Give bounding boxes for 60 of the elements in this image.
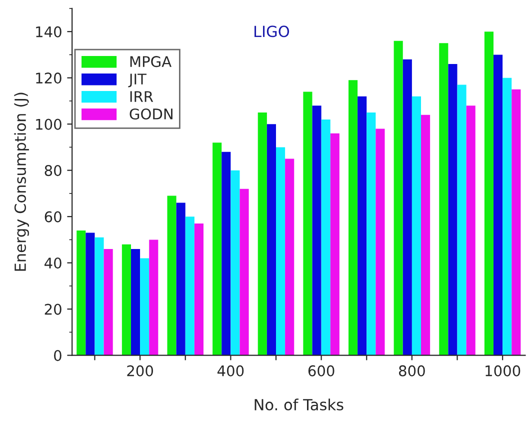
bar: [412, 96, 422, 356]
legend-label: IRR: [130, 91, 154, 102]
y-tick-label: 0: [54, 350, 62, 362]
bar: [130, 248, 140, 356]
bar: [185, 216, 194, 356]
bar: [466, 106, 476, 356]
bar: [402, 59, 412, 356]
x-tick-label: 1000: [486, 365, 520, 376]
bar: [321, 119, 330, 356]
bar: [494, 54, 503, 356]
bar: [448, 64, 458, 356]
bar: [94, 237, 104, 356]
bar: [512, 89, 521, 356]
bar: [266, 124, 276, 356]
bar: [258, 112, 267, 356]
bar: [358, 96, 367, 356]
x-tick-label: 800: [399, 365, 425, 376]
bar: [167, 196, 176, 356]
bar: [194, 224, 204, 356]
bar: [484, 32, 494, 356]
y-tick-label: 20: [44, 304, 62, 315]
bar: [376, 128, 385, 356]
bar: [176, 202, 186, 356]
bar: [149, 240, 158, 356]
x-tick-label: 200: [127, 365, 153, 376]
bar: [76, 230, 86, 356]
bar: [86, 232, 95, 356]
bar: [303, 92, 312, 356]
bar: [222, 152, 231, 356]
bar: [312, 106, 322, 356]
bar: [122, 244, 131, 356]
bar: [230, 170, 240, 356]
x-tick-label: 400: [217, 365, 244, 376]
text: LIGO: [254, 26, 290, 38]
bar: [330, 133, 340, 356]
bar: [394, 40, 403, 356]
y-tick-label: 80: [44, 165, 62, 176]
y-axis-title: Energy Consumption (J): [14, 92, 29, 271]
x-axis-title: No. of Tasks: [254, 398, 344, 410]
bar: [240, 188, 249, 356]
bar: [212, 142, 222, 356]
y-tick-label: 100: [36, 118, 62, 130]
legend-label: JIT: [128, 74, 147, 88]
y-tick-label: 140: [36, 26, 62, 38]
legend-label: GODN: [130, 108, 172, 120]
y-tick-label: 60: [44, 211, 62, 222]
bar: [348, 80, 358, 356]
bar: [421, 114, 430, 356]
bar: [457, 84, 466, 356]
legend-label: MPGA: [130, 56, 172, 68]
y-tick-label: 40: [44, 258, 62, 269]
bar: [502, 78, 512, 356]
y-tick-label: 120: [36, 72, 62, 84]
bar: [276, 147, 286, 356]
x-tick-label: 600: [308, 365, 334, 376]
bar: [439, 43, 448, 356]
bar: [104, 248, 113, 356]
bar: [366, 112, 376, 356]
bar: [140, 258, 150, 356]
bar: [285, 158, 294, 356]
